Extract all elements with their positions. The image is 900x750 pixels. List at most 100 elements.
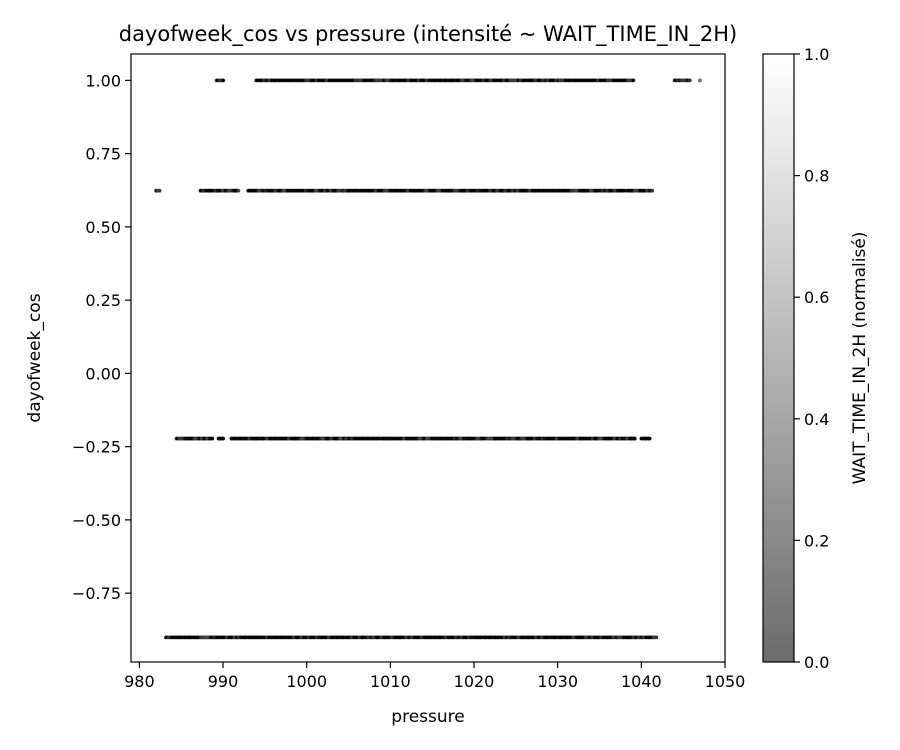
data-point <box>238 635 243 640</box>
data-point <box>401 635 406 640</box>
data-point <box>538 78 543 83</box>
data-point <box>451 78 455 83</box>
data-point <box>214 78 219 83</box>
data-point <box>554 436 559 441</box>
data-point <box>443 78 448 83</box>
data-point <box>394 635 399 640</box>
data-point <box>256 436 261 441</box>
data-point <box>401 78 405 83</box>
data-point <box>247 635 252 640</box>
data-point <box>533 635 538 640</box>
data-point <box>355 188 360 193</box>
data-point <box>456 78 461 83</box>
data-point <box>605 78 610 83</box>
data-point <box>575 188 579 193</box>
data-point <box>286 635 291 640</box>
data-point <box>193 635 198 640</box>
data-point <box>576 78 580 83</box>
data-point <box>220 188 225 193</box>
data-point <box>520 78 525 83</box>
y-axis-label: dayofweek_cos <box>25 293 45 422</box>
data-point <box>283 635 288 640</box>
colorbar-tick-label: 1.0 <box>804 45 829 64</box>
data-point <box>366 635 370 640</box>
data-point <box>514 436 519 441</box>
data-point <box>477 188 482 193</box>
data-point <box>344 78 348 83</box>
data-point <box>260 188 265 193</box>
data-point <box>497 436 502 441</box>
data-point <box>259 635 263 640</box>
data-point <box>249 188 254 193</box>
data-point <box>521 635 526 640</box>
data-point <box>309 78 313 83</box>
data-point <box>547 188 552 193</box>
data-point <box>296 635 301 640</box>
data-point <box>288 188 293 193</box>
data-point <box>638 188 643 193</box>
data-point <box>450 436 454 441</box>
band-0-isolated-point-0 <box>697 78 702 83</box>
data-point <box>598 78 603 83</box>
data-point <box>430 436 434 441</box>
data-point <box>299 436 303 441</box>
data-point <box>639 436 644 441</box>
data-point <box>274 78 278 83</box>
data-point <box>231 188 236 193</box>
data-point <box>429 635 434 640</box>
data-point <box>239 436 243 441</box>
data-point <box>516 635 520 640</box>
data-point <box>505 188 510 193</box>
data-point <box>552 188 557 193</box>
data-point <box>289 78 293 83</box>
data-point <box>215 188 220 193</box>
data-point <box>535 436 539 441</box>
data-point <box>468 188 473 193</box>
data-point <box>529 436 534 441</box>
data-point <box>259 78 264 83</box>
data-point <box>236 188 241 193</box>
data-point <box>579 635 583 640</box>
data-point <box>518 188 523 193</box>
data-point <box>199 436 204 441</box>
data-point <box>244 436 249 441</box>
data-point <box>439 436 443 441</box>
data-point <box>398 188 403 193</box>
data-point <box>437 188 442 193</box>
data-point <box>371 188 375 193</box>
data-point <box>522 436 526 441</box>
data-point <box>206 635 210 640</box>
data-point <box>379 78 384 83</box>
data-point <box>510 188 515 193</box>
data-point <box>583 78 588 83</box>
plot-area-frame <box>130 53 726 663</box>
colorbar-tick-label: 0.8 <box>804 167 829 186</box>
y-tick-label: 1.00 <box>85 71 121 90</box>
data-point <box>410 436 414 441</box>
data-point <box>281 436 286 441</box>
data-point <box>490 436 494 441</box>
data-point <box>353 78 358 83</box>
data-point <box>637 635 641 640</box>
data-point <box>589 635 594 640</box>
data-point <box>547 436 551 441</box>
data-point <box>557 436 562 441</box>
data-point <box>268 635 273 640</box>
data-point <box>500 188 505 193</box>
data-point <box>177 436 182 441</box>
data-point <box>405 436 409 441</box>
data-point <box>474 436 479 441</box>
data-point <box>395 188 400 193</box>
data-point <box>503 436 507 441</box>
data-point <box>478 635 483 640</box>
data-point <box>650 188 654 193</box>
data-point <box>446 635 451 640</box>
colorbar-label: WAIT_TIME_IN_2H (normalisé) <box>850 232 870 485</box>
data-point <box>196 635 201 640</box>
data-point <box>180 436 185 441</box>
data-point <box>384 635 388 640</box>
data-point <box>631 78 636 83</box>
data-point <box>209 635 214 640</box>
data-point <box>609 78 613 83</box>
data-point <box>569 188 574 193</box>
